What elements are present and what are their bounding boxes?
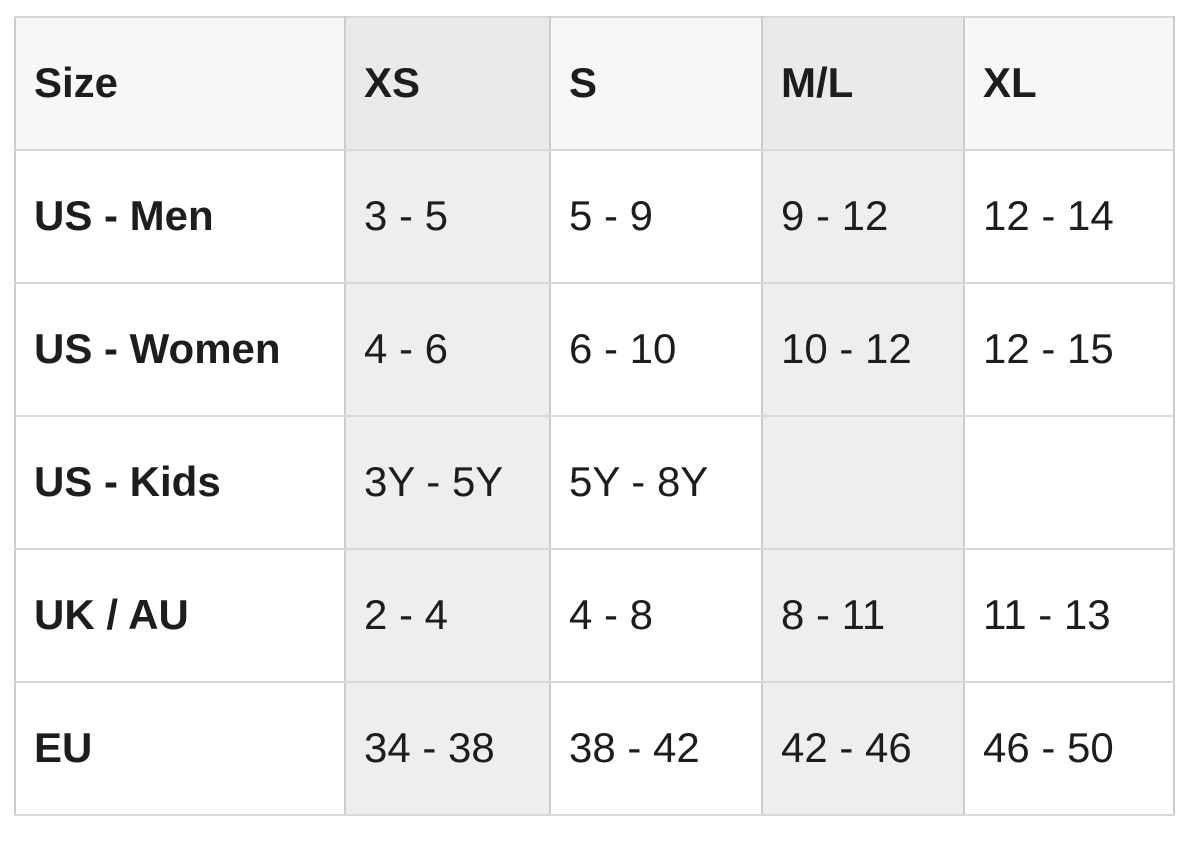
size-value-cell: 42 - 46 <box>761 681 965 816</box>
row-label: EU <box>14 681 346 816</box>
table-row-eu: EU 34 - 38 38 - 42 42 - 46 46 - 50 <box>14 681 1175 816</box>
size-value-cell: 34 - 38 <box>344 681 551 816</box>
row-label: US - Kids <box>14 415 346 550</box>
size-value-cell: 2 - 4 <box>344 548 551 683</box>
size-value-cell: 5Y - 8Y <box>549 415 763 550</box>
header-cell-xs: XS <box>344 16 551 151</box>
header-row: Size XS S M/L XL <box>14 16 1175 151</box>
size-value-cell: 3Y - 5Y <box>344 415 551 550</box>
size-value-cell <box>761 415 965 550</box>
header-cell-size: Size <box>14 16 346 151</box>
size-value-cell: 3 - 5 <box>344 149 551 284</box>
size-value-cell: 10 - 12 <box>761 282 965 417</box>
table-row-us-men: US - Men 3 - 5 5 - 9 9 - 12 12 - 14 <box>14 149 1175 284</box>
row-label: US - Women <box>14 282 346 417</box>
table-row-us-women: US - Women 4 - 6 6 - 10 10 - 12 12 - 15 <box>14 282 1175 417</box>
size-value-cell <box>963 415 1175 550</box>
size-chart-table: Size XS S M/L XL US - Men 3 - 5 5 - 9 9 … <box>14 16 1175 816</box>
size-value-cell: 12 - 14 <box>963 149 1175 284</box>
size-value-cell: 9 - 12 <box>761 149 965 284</box>
size-value-cell: 8 - 11 <box>761 548 965 683</box>
header-cell-xl: XL <box>963 16 1175 151</box>
row-label: US - Men <box>14 149 346 284</box>
header-cell-s: S <box>549 16 763 151</box>
size-value-cell: 4 - 8 <box>549 548 763 683</box>
row-label: UK / AU <box>14 548 346 683</box>
table-row-uk-au: UK / AU 2 - 4 4 - 8 8 - 11 11 - 13 <box>14 548 1175 683</box>
size-value-cell: 11 - 13 <box>963 548 1175 683</box>
size-value-cell: 38 - 42 <box>549 681 763 816</box>
size-value-cell: 6 - 10 <box>549 282 763 417</box>
header-cell-ml: M/L <box>761 16 965 151</box>
size-value-cell: 4 - 6 <box>344 282 551 417</box>
size-value-cell: 12 - 15 <box>963 282 1175 417</box>
table-row-us-kids: US - Kids 3Y - 5Y 5Y - 8Y <box>14 415 1175 550</box>
size-value-cell: 46 - 50 <box>963 681 1175 816</box>
size-value-cell: 5 - 9 <box>549 149 763 284</box>
